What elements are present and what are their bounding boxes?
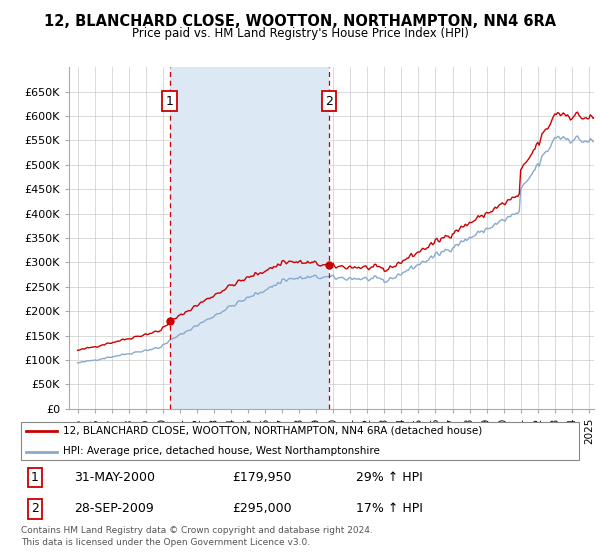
Text: £295,000: £295,000 [232,502,292,515]
Bar [170,67,329,409]
Text: Price paid vs. HM Land Registry's House Price Index (HPI): Price paid vs. HM Land Registry's House … [131,27,469,40]
FancyBboxPatch shape [21,422,579,460]
Text: Contains HM Land Registry data © Crown copyright and database right 2024.: Contains HM Land Registry data © Crown c… [21,526,373,535]
Text: 1: 1 [166,95,174,108]
Text: 1: 1 [31,471,39,484]
Text: HPI: Average price, detached house, West Northamptonshire: HPI: Average price, detached house, West… [63,446,380,456]
Text: 12, BLANCHARD CLOSE, WOOTTON, NORTHAMPTON, NN4 6RA (detached house): 12, BLANCHARD CLOSE, WOOTTON, NORTHAMPTO… [63,426,482,436]
Text: 2: 2 [325,95,333,108]
Text: 2: 2 [31,502,39,515]
Text: 12, BLANCHARD CLOSE, WOOTTON, NORTHAMPTON, NN4 6RA: 12, BLANCHARD CLOSE, WOOTTON, NORTHAMPTO… [44,14,556,29]
Text: This data is licensed under the Open Government Licence v3.0.: This data is licensed under the Open Gov… [21,538,310,547]
Text: 29% ↑ HPI: 29% ↑ HPI [356,471,423,484]
Text: 31-MAY-2000: 31-MAY-2000 [74,471,155,484]
Text: £179,950: £179,950 [232,471,292,484]
Text: 28-SEP-2009: 28-SEP-2009 [74,502,154,515]
Text: 17% ↑ HPI: 17% ↑ HPI [356,502,423,515]
